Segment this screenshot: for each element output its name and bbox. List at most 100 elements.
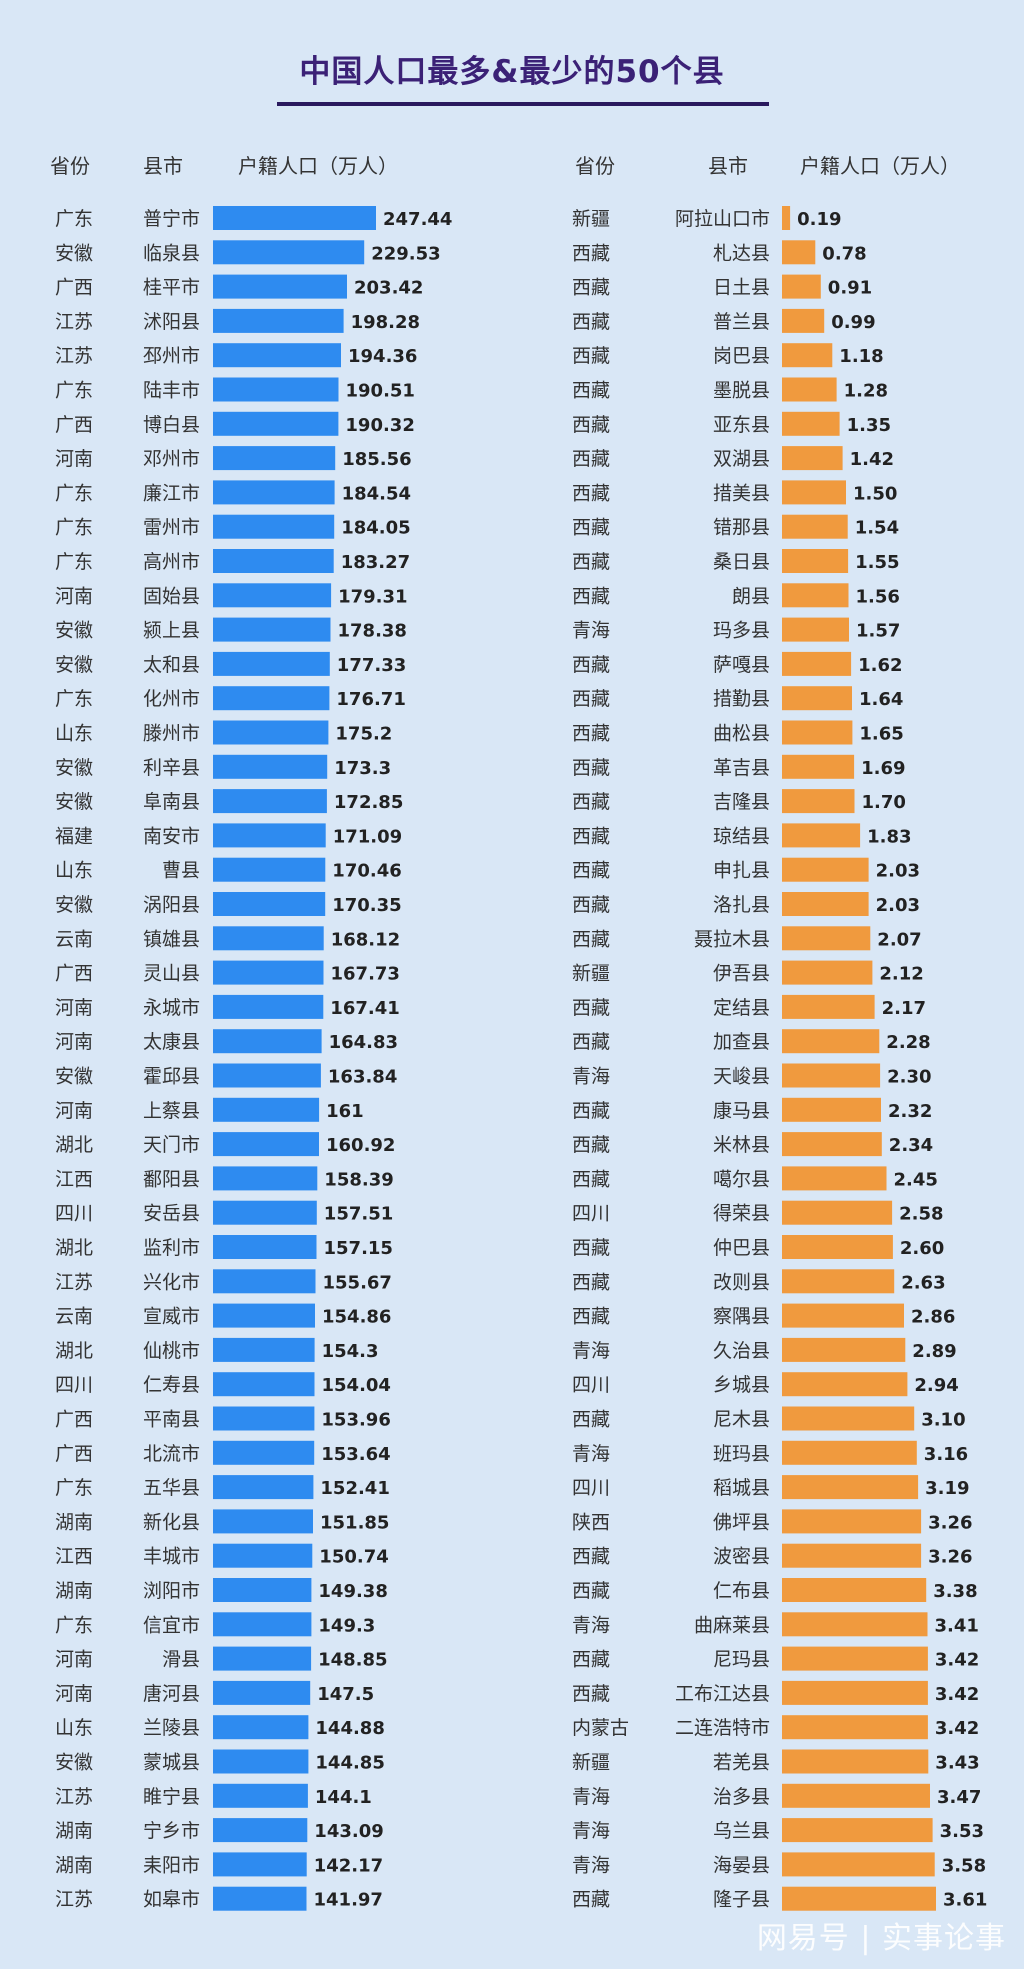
county-label: 蒙城县 — [143, 1752, 200, 1774]
province-label: 广西 — [55, 1443, 93, 1465]
bar-措美县 — [782, 480, 846, 505]
value-label: 2.94 — [914, 1375, 958, 1396]
county-label: 桑日县 — [713, 551, 770, 573]
value-label: 184.05 — [341, 518, 410, 539]
county-label: 宁乡市 — [143, 1820, 200, 1842]
county-label: 班玛县 — [713, 1443, 770, 1465]
value-label: 0.91 — [828, 278, 872, 299]
value-label: 1.69 — [861, 758, 905, 779]
province-label: 西藏 — [572, 1134, 610, 1156]
county-label: 浏阳市 — [143, 1580, 200, 1602]
watermark: 网易号 | 实事论事 — [756, 1921, 1006, 1956]
province-label: 河南 — [55, 585, 93, 607]
bar-加查县 — [782, 1029, 880, 1054]
province-label: 西藏 — [572, 654, 610, 676]
county-label: 沭阳县 — [143, 311, 200, 333]
bar-乡城县 — [782, 1372, 908, 1397]
bar-班玛县 — [782, 1440, 917, 1465]
county-label: 琼结县 — [713, 825, 770, 847]
county-label: 若羌县 — [713, 1752, 770, 1774]
value-label: 2.86 — [911, 1307, 955, 1328]
value-label: 3.61 — [943, 1890, 987, 1911]
province-label: 江西 — [55, 1546, 93, 1568]
county-label: 札达县 — [713, 242, 770, 264]
header-population-left: 户籍人口（万人） — [238, 154, 398, 178]
value-label: 1.42 — [850, 449, 894, 470]
province-label: 新疆 — [572, 208, 610, 230]
county-label: 化州市 — [143, 688, 200, 710]
county-label: 仁寿县 — [143, 1374, 200, 1396]
province-label: 西藏 — [572, 1031, 610, 1053]
county-label: 聂拉木县 — [694, 928, 770, 950]
value-label: 0.78 — [822, 243, 866, 264]
value-label: 229.53 — [371, 243, 440, 264]
most-populous-bar-chart: 广东 普宁市 247.44 安徽 临泉县 229.53 广西 桂平市 203.42 江苏 沭阳县 19… — [55, 206, 452, 1911]
bar-海晏县 — [782, 1852, 935, 1877]
county-label: 霍邱县 — [143, 1066, 200, 1088]
bar-涡阳县 — [213, 892, 326, 916]
bar-临泉县 — [213, 240, 365, 265]
value-label: 3.16 — [924, 1444, 968, 1465]
county-label: 改则县 — [713, 1271, 770, 1293]
value-label: 176.71 — [336, 689, 405, 710]
value-label: 247.44 — [383, 209, 452, 230]
bar-兴化市 — [213, 1269, 316, 1294]
county-label: 亚东县 — [713, 414, 770, 436]
bar-错那县 — [782, 514, 848, 539]
bar-琼结县 — [782, 823, 861, 848]
province-label: 西藏 — [572, 1168, 610, 1190]
county-label: 尼木县 — [713, 1409, 770, 1431]
province-label: 广东 — [55, 380, 93, 402]
bar-镇雄县 — [213, 926, 324, 951]
province-label: 西藏 — [572, 482, 610, 504]
bar-措勤县 — [782, 686, 852, 711]
province-label: 四川 — [572, 1477, 610, 1499]
county-label: 乌兰县 — [713, 1820, 770, 1842]
county-label: 佛坪县 — [713, 1511, 770, 1533]
bar-波密县 — [782, 1543, 922, 1568]
county-label: 稻城县 — [713, 1477, 770, 1499]
bar-日土县 — [782, 274, 821, 299]
bar-灵山县 — [213, 960, 324, 985]
province-label: 河南 — [55, 1031, 93, 1053]
county-label: 雷州市 — [143, 517, 200, 539]
bar-利辛县 — [213, 754, 328, 779]
county-label: 得荣县 — [713, 1203, 770, 1225]
chart-title: 中国人口最多&最少的50个县 — [299, 54, 725, 90]
county-label: 米林县 — [713, 1134, 770, 1156]
bar-滕州市 — [213, 720, 329, 745]
bar-邓州市 — [213, 446, 336, 471]
value-label: 1.54 — [855, 518, 899, 539]
bar-如皋市 — [213, 1886, 307, 1911]
value-label: 1.56 — [856, 586, 900, 607]
value-label: 183.27 — [341, 552, 410, 573]
province-label: 云南 — [55, 928, 93, 950]
province-label: 湖南 — [55, 1580, 93, 1602]
county-label: 上蔡县 — [143, 1100, 200, 1122]
bar-二连浩特市 — [782, 1715, 928, 1740]
value-label: 157.15 — [324, 1238, 393, 1259]
county-label: 波密县 — [713, 1546, 770, 1568]
province-label: 云南 — [55, 1306, 93, 1328]
province-label: 西藏 — [572, 585, 610, 607]
province-label: 西藏 — [572, 1546, 610, 1568]
value-label: 172.85 — [334, 792, 403, 813]
county-label: 海晏县 — [713, 1854, 770, 1876]
province-label: 河南 — [55, 448, 93, 470]
bar-上蔡县 — [213, 1097, 320, 1122]
province-label: 山东 — [55, 860, 93, 882]
county-label: 丰城市 — [143, 1546, 200, 1568]
bar-平南县 — [213, 1406, 315, 1431]
county-label: 太和县 — [143, 654, 200, 676]
province-label: 西藏 — [572, 1649, 610, 1671]
province-label: 新疆 — [572, 1752, 610, 1774]
county-label: 平南县 — [143, 1409, 200, 1431]
value-label: 144.88 — [315, 1718, 384, 1739]
value-label: 3.42 — [935, 1718, 979, 1739]
value-label: 147.5 — [317, 1684, 374, 1705]
province-label: 西藏 — [572, 928, 610, 950]
province-label: 四川 — [55, 1374, 93, 1396]
province-label: 广东 — [55, 208, 93, 230]
bar-曲松县 — [782, 720, 853, 745]
